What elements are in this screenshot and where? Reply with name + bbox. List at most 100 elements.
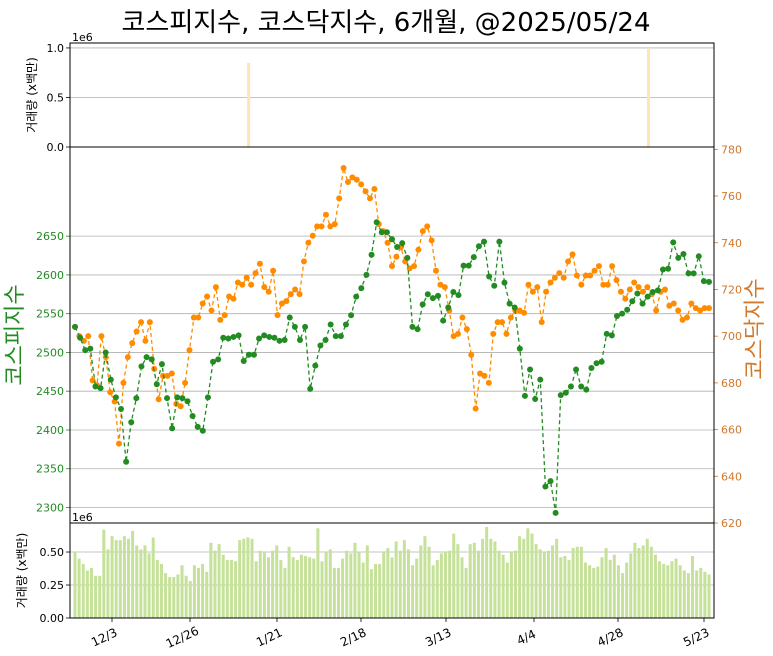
kospi-volume-bar	[349, 553, 353, 618]
kospi-point	[588, 364, 595, 371]
kosdaq-point	[644, 284, 651, 291]
kosdaq-point	[133, 328, 140, 335]
kospi-volume-bar	[287, 546, 291, 618]
kospi-point	[501, 279, 508, 286]
kospi-volume-bar	[604, 548, 608, 618]
kospi-volume-bar	[485, 526, 489, 618]
kospi-volume-bar	[176, 574, 180, 618]
kospi-volume-bar	[448, 550, 452, 618]
kospi-volume-bar	[625, 562, 629, 618]
kospi-volume-bar	[254, 561, 258, 618]
kosdaq-point	[265, 288, 272, 295]
kospi-point	[521, 392, 528, 399]
kospi-point	[245, 351, 252, 358]
kospi-volume-bar	[583, 562, 587, 618]
kosdaq-point	[565, 258, 572, 265]
kospi-volume-bar	[608, 559, 612, 618]
kospi-volume-bar	[98, 575, 102, 618]
kosdaq-point	[283, 298, 290, 305]
kosdaq-point	[670, 300, 677, 307]
y2-tick-label: 680	[721, 377, 742, 390]
kosdaq-point	[587, 272, 594, 279]
kosdaq-point	[146, 319, 153, 326]
y2-tick-label: 620	[721, 517, 742, 530]
kosdaq-point	[199, 300, 206, 307]
kospi-point	[445, 304, 452, 311]
kosdaq-point	[168, 370, 175, 377]
kospi-point	[700, 278, 707, 285]
kosdaq-point	[411, 263, 418, 270]
kospi-volume-bar	[386, 548, 390, 618]
kospi-volume-bar	[114, 540, 118, 618]
kospi-volume-bar	[192, 565, 196, 618]
kospi-volume-bar	[324, 552, 328, 618]
kospi-volume-bar	[703, 571, 707, 618]
kospi-point	[169, 425, 176, 432]
kospi-volume-bar	[201, 563, 205, 618]
kospi-volume-bar	[538, 549, 542, 618]
kospi-volume-bar	[221, 554, 225, 618]
offset-text: 1e6	[72, 511, 93, 524]
kospi-point	[383, 229, 390, 236]
kospi-point	[281, 337, 288, 344]
kospi-volume-bar	[629, 553, 633, 618]
kospi-volume-bar	[435, 559, 439, 618]
kospi-point	[486, 273, 493, 280]
kosdaq-point	[287, 291, 294, 298]
kospi-point	[496, 238, 503, 245]
kospi-point	[690, 270, 697, 277]
x-tick-label: 5/23	[681, 625, 711, 649]
kospi-point	[460, 262, 467, 269]
kospi-volume-bar	[357, 552, 361, 618]
kospi-volume-bar	[266, 557, 270, 618]
kospi-point	[82, 347, 89, 354]
kospi-volume-bar	[250, 538, 254, 618]
kospi-volume-bar	[242, 538, 246, 618]
kosdaq-point	[186, 347, 193, 354]
kospi-volume-bar	[691, 555, 695, 618]
kospi-point	[624, 306, 631, 313]
kosdaq-point	[701, 305, 708, 312]
kospi-point	[613, 313, 620, 320]
kosdaq-point	[666, 302, 673, 309]
kospi-volume-bar	[291, 557, 295, 618]
kosdaq-point	[226, 293, 233, 300]
kospi-volume-bar	[271, 550, 275, 618]
kospi-point	[649, 288, 656, 295]
kosdaq-line	[74, 167, 709, 444]
kosdaq-point	[573, 272, 580, 279]
kosdaq-point	[270, 267, 277, 274]
kospi-volume-bar	[415, 558, 419, 618]
kosdaq-point	[679, 316, 686, 323]
kospi-point	[327, 321, 334, 328]
chart-title: 코스피지수, 코스닥지수, 6개월, @2025/05/24	[121, 8, 650, 38]
kospi-point	[440, 317, 447, 324]
kospi-volume-bar	[682, 570, 686, 618]
kosdaq-point	[578, 281, 585, 288]
kospi-volume-bar	[143, 545, 147, 618]
x-tick-label: 4/28	[595, 625, 625, 649]
kosdaq-point	[120, 379, 127, 386]
kospi-volume-bar	[110, 536, 114, 618]
kospi-volume-bar	[234, 561, 238, 618]
kosdaq-point	[292, 286, 299, 293]
kospi-point	[266, 333, 273, 340]
kospi-volume-bar	[374, 563, 378, 618]
kosdaq-point	[177, 403, 184, 410]
kospi-point	[670, 239, 677, 246]
kosdaq-point	[692, 305, 699, 312]
kospi-volume-bar	[530, 533, 534, 618]
kospi-point	[112, 394, 119, 401]
kospi-volume-bar	[472, 542, 476, 618]
kosdaq-point	[419, 228, 426, 235]
kospi-volume-bar	[653, 554, 657, 618]
axes-frame	[69, 522, 715, 619]
kospi-point	[179, 395, 186, 402]
kosdaq-point	[617, 288, 624, 295]
kosdaq-point	[499, 319, 506, 326]
kosdaq-volume-bar	[646, 47, 650, 148]
kospi-volume-bar	[567, 559, 571, 618]
kosdaq-point	[212, 284, 219, 291]
kospi-volume-bar	[382, 552, 386, 618]
top-volume-panel: 0.0 0.5 1.0 1e6 거래량 (x백만)	[25, 31, 715, 154]
